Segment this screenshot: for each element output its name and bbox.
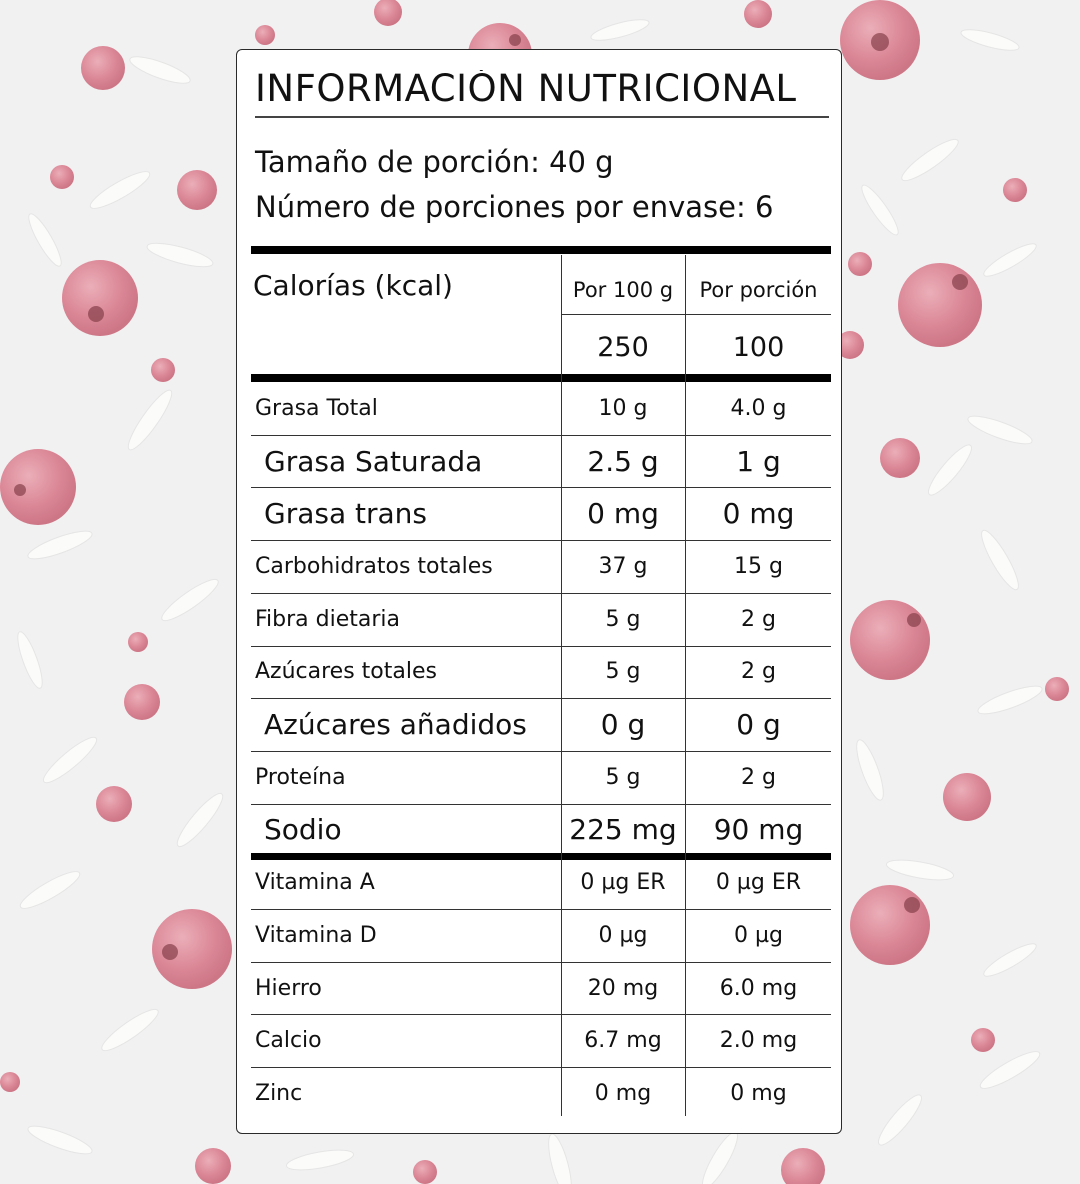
- nutrient-name: Azúcares añadidos: [264, 708, 527, 742]
- calories-label: Calorías (kcal): [253, 268, 453, 302]
- nutrient-name: Grasa Saturada: [264, 444, 483, 478]
- nutrient-name: Grasa trans: [264, 497, 427, 531]
- nutrient-value-per-100g: 6.7 mg: [584, 1028, 662, 1054]
- nutrition-title: INFORMACIÓN NUTRICIONAL: [255, 70, 829, 118]
- row-divider: [251, 803, 831, 805]
- nutrient-value-per-serving: 2.0 mg: [719, 1028, 798, 1054]
- row-divider: [251, 645, 831, 647]
- nutrient-value-per-serving: 0 g: [736, 708, 781, 742]
- column-header-per-100g: Por 100 g: [572, 278, 674, 302]
- nutrient-value-per-100g: 5 g: [605, 764, 641, 790]
- row-divider: [251, 1014, 831, 1016]
- nutrient-value-per-100g: 0 µg ER: [580, 870, 666, 896]
- row-divider: [251, 961, 831, 963]
- nutrient-value-per-100g: 10 g: [598, 395, 648, 421]
- nutrient-value-per-100g: 2.5 g: [587, 444, 659, 478]
- divider-thick-calories: [251, 374, 831, 382]
- nutrient-value-per-serving: 2 g: [741, 659, 776, 685]
- nutrition-facts-panel: INFORMACIÓN NUTRICIONAL Tamaño de porció…: [236, 49, 842, 1134]
- nutrient-value-per-100g: 0 mg: [594, 1080, 652, 1106]
- row-divider: [251, 540, 831, 542]
- nutrient-name: Vitamina A: [255, 870, 375, 896]
- nutrient-value-per-serving: 15 g: [734, 553, 783, 579]
- nutrient-value-per-serving: 0 mg: [730, 1080, 787, 1106]
- column-header-per-serving: Por porción: [699, 278, 818, 302]
- nutrient-name: Fibra dietaria: [255, 606, 401, 632]
- serving-size: Tamaño de porción: 40 g: [255, 145, 614, 179]
- nutrient-name: Proteína: [255, 764, 346, 790]
- nutrient-value-per-serving: 0 µg ER: [715, 870, 802, 896]
- nutrient-value-per-serving: 4.0 g: [730, 395, 787, 421]
- calories-per-serving: 100: [732, 331, 785, 363]
- nutrient-value-per-100g: 5 g: [605, 606, 641, 632]
- column-divider-2: [685, 255, 686, 1116]
- divider-thick-top: [251, 246, 831, 254]
- nutrient-value-per-100g: 0 g: [600, 708, 646, 742]
- nutrient-name: Vitamina D: [255, 922, 377, 948]
- nutrient-value-per-serving: 2 g: [741, 764, 776, 790]
- row-divider: [251, 909, 831, 910]
- nutrient-value-per-100g: 225 mg: [569, 813, 677, 847]
- nutrient-value-per-100g: 0 µg: [598, 922, 648, 948]
- nutrient-name: Azúcares totales: [255, 659, 437, 685]
- nutrient-name: Grasa Total: [255, 395, 378, 421]
- divider-thick-micronutrients: [251, 853, 831, 861]
- column-divider-1: [561, 255, 562, 1116]
- nutrient-name: Carbohidratos totales: [255, 553, 493, 579]
- row-divider: [251, 592, 831, 594]
- divider-header: [561, 314, 831, 315]
- row-divider: [251, 698, 831, 700]
- nutrient-name: Calcio: [255, 1028, 322, 1054]
- nutrient-value-per-serving: 2 g: [741, 606, 776, 632]
- row-divider: [251, 434, 831, 436]
- row-divider: [251, 487, 831, 489]
- nutrient-value-per-100g: 0 mg: [587, 497, 659, 531]
- nutrient-value-per-100g: 5 g: [605, 659, 641, 685]
- nutrient-value-per-serving: 6.0 mg: [719, 975, 798, 1001]
- nutrient-value-per-serving: 0 mg: [722, 497, 795, 531]
- nutrient-name: Zinc: [255, 1080, 303, 1106]
- calories-per-100g: 250: [597, 331, 649, 363]
- nutrient-name: Hierro: [255, 975, 322, 1001]
- nutrient-value-per-100g: 37 g: [598, 553, 648, 579]
- nutrient-value-per-serving: 1 g: [736, 444, 781, 478]
- nutrient-value-per-serving: 0 µg: [734, 922, 783, 948]
- row-divider: [251, 1067, 831, 1069]
- servings-per-container: Número de porciones por envase: 6: [255, 190, 774, 224]
- nutrient-value-per-serving: 90 mg: [713, 813, 804, 847]
- row-divider: [251, 750, 831, 752]
- nutrient-value-per-100g: 20 mg: [587, 975, 659, 1001]
- nutrient-name: Sodio: [264, 813, 342, 847]
